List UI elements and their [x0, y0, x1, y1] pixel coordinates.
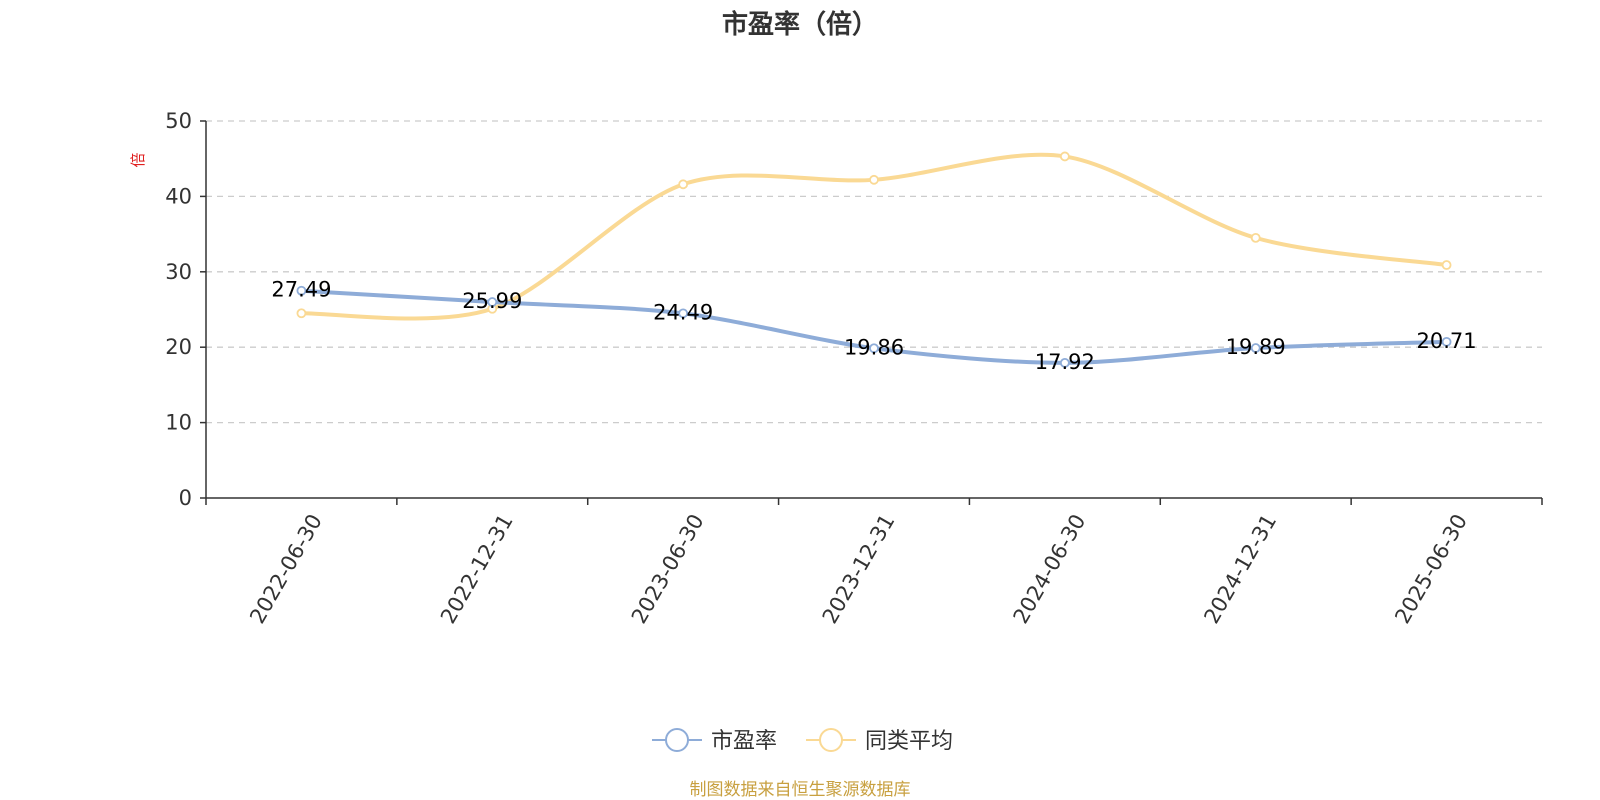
x-tick-label: 2025-06-30	[1390, 510, 1472, 628]
legend-item-peer-average[interactable]: 同类平均	[806, 728, 953, 754]
x-tick-label: 2024-12-31	[1199, 510, 1281, 628]
x-tick-label: 2024-06-30	[1009, 510, 1091, 628]
series-lines	[299, 152, 1449, 365]
data-label: 19.89	[1226, 335, 1286, 359]
data-point	[869, 343, 879, 354]
legend-item-pe[interactable]: 市盈率	[652, 728, 777, 754]
y-axis-unit-label: 倍	[129, 152, 147, 167]
data-label: 17.92	[1035, 350, 1095, 374]
data-point	[1250, 232, 1261, 243]
x-tick-label: 2022-12-31	[436, 510, 518, 628]
data-point	[1059, 151, 1070, 162]
data-point	[678, 179, 689, 190]
data-point	[1250, 343, 1261, 353]
chart-title: 市盈率（倍）	[722, 9, 878, 40]
legend[interactable]: 市盈率 同类平均	[652, 728, 953, 754]
data-label: 19.86	[844, 335, 904, 359]
data-label: 27.49	[271, 278, 331, 302]
legend-label: 同类平均	[865, 729, 953, 754]
data-label: 20.71	[1417, 329, 1477, 353]
y-tick-label: 20	[165, 335, 192, 359]
y-tick-label: 50	[165, 109, 192, 133]
data-label: 24.49	[653, 300, 713, 324]
data-point	[869, 174, 879, 185]
data-point	[1441, 260, 1452, 270]
y-tick-label: 30	[165, 260, 192, 284]
data-point	[296, 308, 307, 319]
series-points	[296, 151, 1452, 368]
data-label: 25.99	[462, 289, 522, 313]
data-point	[1059, 357, 1070, 368]
x-tick-label: 2022-06-30	[245, 510, 327, 628]
data-point	[1441, 336, 1452, 347]
data-labels: 27.49 25.99 24.49 19.86 17.92 19.89 20.71	[271, 278, 1476, 374]
x-tick-label: 2023-06-30	[627, 510, 709, 628]
grid-lines	[206, 120, 1542, 424]
y-tick-label: 40	[165, 184, 192, 208]
legend-label: 市盈率	[711, 729, 777, 754]
legend-marker	[819, 728, 843, 752]
axes: 0 10 20 30 40 50 2022-06-30 2022-12-31 2023-06-3…	[165, 109, 1543, 628]
legend-marker	[665, 728, 689, 752]
data-point	[678, 308, 689, 319]
y-tick-label: 0	[179, 486, 192, 510]
data-point	[296, 285, 307, 296]
x-tick-label: 2023-12-31	[818, 510, 900, 628]
data-point	[487, 297, 498, 307]
source-note: 制图数据来自恒生聚源数据库	[690, 780, 911, 800]
y-tick-label: 10	[165, 411, 192, 435]
